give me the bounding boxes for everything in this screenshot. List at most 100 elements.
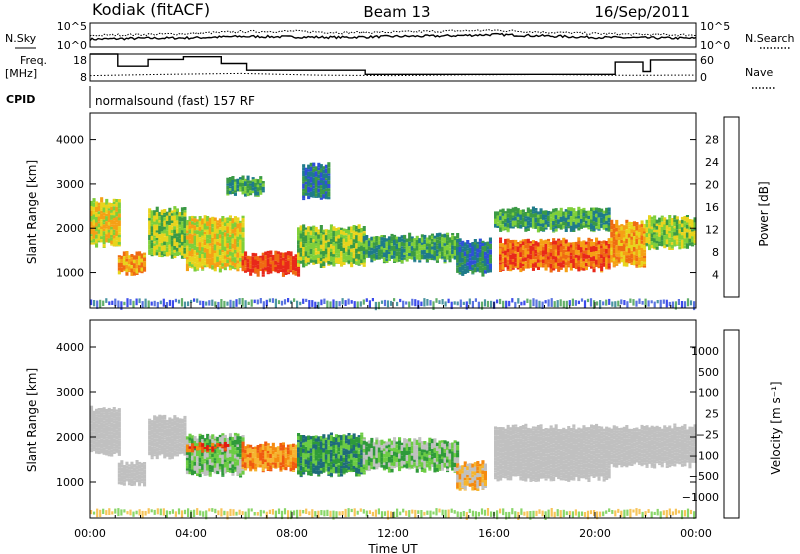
heatmap-cell: [274, 271, 278, 273]
heatmap-cell: [178, 432, 182, 436]
heatmap-cell: [382, 457, 386, 463]
heatmap-cell: [249, 180, 253, 184]
heatmap-cell: [198, 466, 202, 469]
heatmap-cell: [223, 453, 227, 460]
heatmap-cell: [620, 258, 624, 263]
heatmap-cell: [324, 260, 328, 263]
heatmap-cell: [92, 421, 96, 425]
heatmap-cell: [524, 252, 528, 258]
heatmap-cell: [405, 238, 409, 243]
heatmap-cell: [420, 242, 424, 245]
heatmap-cell: [158, 220, 162, 223]
heatmap-cell: [117, 422, 121, 428]
heatmap-cell: [231, 185, 235, 192]
heatmap-cell: [355, 450, 359, 454]
heatmap-cell: [165, 230, 169, 236]
heatmap-cell: [582, 210, 586, 213]
heatmap-cell: [564, 211, 568, 216]
heatmap-cell: [526, 268, 530, 269]
heatmap-cell: [226, 229, 230, 234]
heatmap-cell: [100, 436, 104, 439]
heatmap-cell: [309, 444, 313, 449]
heatmap-cell: [92, 214, 96, 220]
heatmap-cell: [178, 423, 182, 429]
heatmap-cell: [668, 227, 672, 231]
heatmap-cell: [97, 233, 101, 238]
heatmap-cell: [521, 429, 525, 434]
heatmap-cell: [319, 462, 323, 468]
heatmap-cell: [279, 447, 283, 451]
heatmap-cell: [531, 255, 535, 260]
heatmap-cell: [216, 445, 220, 449]
heatmap-cell: [150, 429, 154, 435]
heatmap-cell: [552, 225, 556, 227]
heatmap-cell: [372, 236, 376, 240]
heatmap-cell: [612, 234, 616, 237]
heatmap-cell: [668, 237, 672, 240]
heatmap-cell: [564, 265, 568, 268]
heatmap-cell: [266, 470, 270, 471]
heatmap-cell: [198, 239, 202, 243]
speckle-cell: [332, 299, 335, 309]
heatmap-cell: [102, 439, 106, 442]
heatmap-cell: [577, 264, 581, 267]
heatmap-cell: [309, 465, 313, 471]
heatmap-cell: [370, 453, 374, 459]
heatmap-cell: [640, 266, 644, 268]
heatmap-cell: [266, 445, 270, 451]
heatmap-cell: [564, 255, 568, 260]
heatmap-cell: [317, 441, 321, 447]
heatmap-cell: [607, 248, 611, 253]
heatmap-cell: [281, 459, 285, 465]
heatmap-cell: [519, 247, 523, 253]
heatmap-cell: [668, 218, 672, 224]
heatmap-cell: [97, 436, 101, 440]
heatmap-cell: [534, 428, 538, 434]
heatmap-cell: [473, 466, 477, 472]
heatmap-cell: [251, 468, 255, 470]
heatmap-cell: [206, 221, 210, 227]
heatmap-cell: [557, 433, 561, 436]
heatmap-cell: [481, 258, 485, 261]
heatmap-cell: [395, 452, 399, 457]
heatmap-cell: [158, 252, 162, 256]
heatmap-cell: [506, 265, 510, 270]
heatmap-cell: [279, 456, 283, 463]
heatmap-cell: [504, 463, 508, 470]
heatmap-cell: [605, 257, 609, 264]
heatmap-cell: [506, 248, 510, 253]
heatmap-cell: [100, 429, 104, 433]
heatmap-cell: [223, 437, 227, 443]
speckle-cell: [253, 512, 256, 516]
heatmap-cell: [408, 441, 412, 447]
heatmap-cell: [572, 212, 576, 215]
speckle-cell: [523, 511, 526, 516]
heatmap-cell: [458, 482, 462, 488]
heatmap-cell: [448, 442, 452, 446]
heatmap-cell: [206, 264, 210, 268]
speckle-cell: [132, 300, 135, 309]
heatmap-cell: [206, 229, 210, 235]
heatmap-cell: [382, 441, 386, 444]
heatmap-cell: [208, 253, 212, 259]
heatmap-cell: [441, 442, 445, 448]
heatmap-cell: [569, 266, 573, 271]
speckle-cell: [556, 300, 559, 308]
heatmap-cell: [509, 471, 513, 476]
heatmap-cell: [357, 473, 361, 477]
heatmap-cell: [244, 186, 248, 191]
heatmap-cell: [446, 456, 450, 460]
heatmap-cell: [521, 217, 525, 223]
heatmap-cell: [198, 457, 202, 463]
heatmap-cell: [314, 232, 318, 236]
heatmap-cell: [314, 449, 318, 456]
heatmap-cell: [443, 449, 447, 453]
heatmap-cell: [574, 447, 578, 453]
heatmap-cell: [509, 259, 513, 265]
heatmap-cell: [521, 209, 525, 213]
heatmap-cell: [165, 221, 169, 225]
heatmap-cell: [297, 442, 301, 448]
heatmap-cell: [183, 210, 187, 213]
heatmap-cell: [281, 442, 285, 445]
heatmap-cell: [314, 193, 318, 197]
